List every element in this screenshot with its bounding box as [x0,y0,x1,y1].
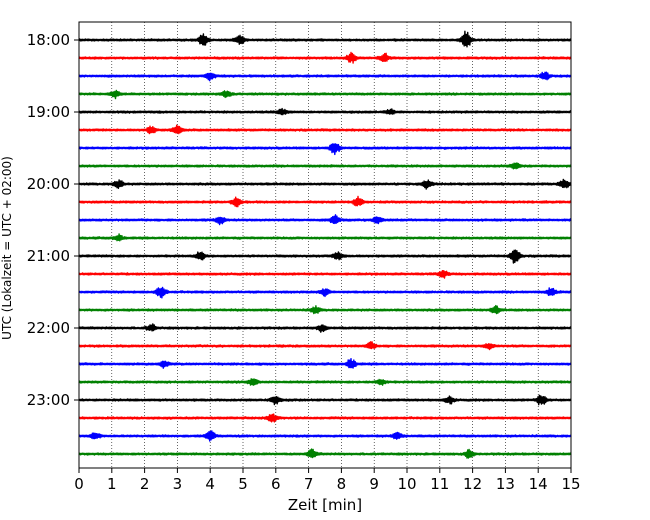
trace-line [78,413,572,423]
trace-line [78,89,572,100]
trace-line [78,233,572,242]
trace-line [78,394,572,406]
trace-line [78,249,572,264]
trace-line [78,143,572,156]
trace-line [78,286,572,299]
x-tick-label: 1 [107,475,117,493]
y-tick-label: 22:00 [27,319,70,337]
x-tick-label: 14 [529,475,548,493]
x-tick-label: 6 [271,475,281,493]
x-tick-label: 9 [369,475,379,493]
x-axis-ticks: 0 1 2 3 4 5 6 7 8 9 10 11 12 13 14 15 [74,468,581,493]
trace-line [78,162,572,170]
y-tick-label: 20:00 [27,175,70,193]
trace-line [78,214,572,226]
trace-line [78,341,572,351]
y-tick-label: 23:00 [27,391,70,409]
trace-line [78,304,572,315]
trace-line [78,448,572,459]
trace-line [78,178,572,190]
x-tick-label: 8 [337,475,347,493]
seismogram-traces [78,30,572,459]
y-axis-label: UTC (Lokalzeit = UTC + 02:00) [0,156,14,340]
trace-line [78,51,572,64]
trace-line [78,430,572,442]
x-tick-label: 11 [430,475,449,493]
x-tick-label: 4 [205,475,215,493]
plot-frame [78,21,572,469]
trace-line [78,71,572,82]
trace-line [78,124,572,135]
y-tick-label: 21:00 [27,247,70,265]
x-tick-label: 7 [304,475,314,493]
x-tick-label: 15 [561,475,580,493]
x-tick-label: 10 [397,475,416,493]
x-axis-label: Zeit [min] [288,496,362,514]
trace-line [78,358,572,369]
trace-line [78,107,572,116]
x-tick-label: 3 [173,475,183,493]
x-tick-label: 0 [74,475,84,493]
y-tick-label: 18:00 [27,31,70,49]
trace-line [78,270,572,279]
x-tick-label: 5 [238,475,248,493]
minute-gridlines [111,22,539,468]
trace-line [78,378,572,386]
y-axis-ticks: 18:00 19:00 20:00 21:00 22:00 23:00 [27,31,79,409]
x-tick-label: 12 [463,475,482,493]
trace-line [78,195,572,208]
trace-line [78,323,572,333]
x-tick-label: 13 [496,475,515,493]
x-tick-label: 2 [140,475,150,493]
y-tick-label: 19:00 [27,103,70,121]
trace-line [78,30,572,48]
